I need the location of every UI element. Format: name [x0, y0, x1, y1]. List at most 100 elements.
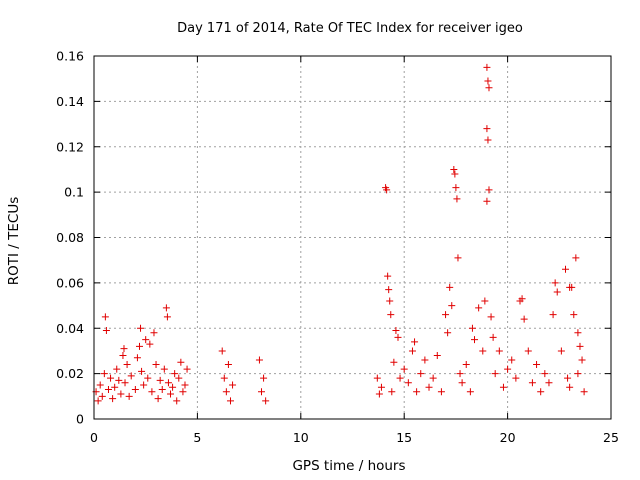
- axis-ticks: 0 5 10 15 20 25 0 0.02 0.04 0.06 0.08 0.1 0.12 0.14 0.…: [56, 49, 619, 446]
- data-point: [491, 370, 499, 378]
- data-point: [255, 356, 263, 364]
- data-point: [150, 329, 158, 337]
- y-tick-label: 0.04: [56, 321, 84, 336]
- data-point: [421, 356, 429, 364]
- data-point: [484, 77, 492, 85]
- data-point: [468, 324, 476, 332]
- x-tick-label: 10: [293, 430, 309, 445]
- y-tick-label: 0.08: [56, 230, 84, 245]
- data-point: [162, 304, 170, 312]
- data-point: [127, 372, 135, 380]
- y-tick-label: 0.06: [56, 275, 84, 290]
- data-point: [433, 351, 441, 359]
- data-point: [394, 333, 402, 341]
- x-tick-label: 5: [193, 430, 201, 445]
- data-point: [260, 374, 268, 382]
- data-point: [495, 347, 503, 355]
- data-point: [487, 313, 495, 321]
- data-point: [160, 365, 168, 373]
- y-tick-label: 0.16: [56, 49, 84, 64]
- data-point: [454, 254, 462, 262]
- data-point: [96, 381, 104, 389]
- data-point: [485, 84, 493, 92]
- data-point: [411, 338, 419, 346]
- data-point: [98, 392, 106, 400]
- data-point: [533, 361, 541, 369]
- data-point: [152, 361, 160, 369]
- data-point: [121, 379, 129, 387]
- data-point: [429, 374, 437, 382]
- x-tick-label: 25: [603, 430, 619, 445]
- x-tick-label: 20: [500, 430, 516, 445]
- data-point: [400, 365, 408, 373]
- data-point: [167, 390, 175, 398]
- data-point: [171, 370, 179, 378]
- data-point: [390, 358, 398, 366]
- data-point: [568, 283, 576, 291]
- data-point: [115, 376, 123, 384]
- chart-title: Day 171 of 2014, Rate Of TEC Index for r…: [177, 21, 523, 36]
- data-points: [92, 63, 588, 405]
- data-point: [258, 388, 266, 396]
- data-point: [551, 279, 559, 287]
- data-point: [437, 388, 445, 396]
- data-point: [222, 388, 230, 396]
- x-tick-label: 15: [396, 430, 412, 445]
- y-tick-label: 0.1: [64, 185, 84, 200]
- data-point: [462, 361, 470, 369]
- data-point: [104, 386, 112, 394]
- data-point: [442, 311, 450, 319]
- data-point: [175, 374, 183, 382]
- data-point: [377, 383, 385, 391]
- data-point: [413, 388, 421, 396]
- data-point: [158, 386, 166, 394]
- data-point: [512, 374, 520, 382]
- data-point: [123, 361, 131, 369]
- data-point: [448, 302, 456, 310]
- data-point: [131, 386, 139, 394]
- y-tick-label: 0.02: [56, 366, 84, 381]
- data-point: [578, 356, 586, 364]
- data-point: [224, 361, 232, 369]
- data-point: [388, 388, 396, 396]
- data-point: [229, 381, 237, 389]
- data-point: [518, 295, 526, 303]
- data-point: [466, 388, 474, 396]
- data-point: [450, 165, 458, 173]
- data-point: [574, 329, 582, 337]
- data-point: [100, 370, 108, 378]
- data-point: [453, 195, 461, 203]
- data-point: [446, 283, 454, 291]
- grid-lines: [94, 56, 611, 419]
- data-point: [142, 336, 150, 344]
- y-tick-label: 0.12: [56, 139, 84, 154]
- data-point: [458, 379, 466, 387]
- data-point: [220, 374, 228, 382]
- y-tick-label: 0.14: [56, 94, 84, 109]
- data-point: [479, 347, 487, 355]
- data-point: [392, 327, 400, 335]
- data-point: [541, 370, 549, 378]
- data-point: [113, 365, 121, 373]
- x-axis-label: GPS time / hours: [292, 458, 405, 474]
- data-point: [471, 336, 479, 344]
- data-point: [101, 313, 109, 321]
- data-point: [94, 397, 102, 405]
- data-point: [572, 254, 580, 262]
- data-point: [385, 286, 393, 294]
- data-point: [173, 397, 181, 405]
- data-point: [384, 272, 392, 280]
- data-point: [383, 186, 391, 194]
- data-point: [566, 383, 574, 391]
- data-point: [456, 370, 464, 378]
- data-point: [226, 397, 234, 405]
- data-point: [117, 390, 125, 398]
- data-point: [475, 304, 483, 312]
- data-point: [109, 395, 117, 403]
- data-point: [156, 376, 164, 384]
- data-point: [408, 347, 416, 355]
- data-point: [396, 374, 404, 382]
- data-point: [549, 311, 557, 319]
- data-point: [499, 383, 507, 391]
- data-point: [553, 288, 561, 296]
